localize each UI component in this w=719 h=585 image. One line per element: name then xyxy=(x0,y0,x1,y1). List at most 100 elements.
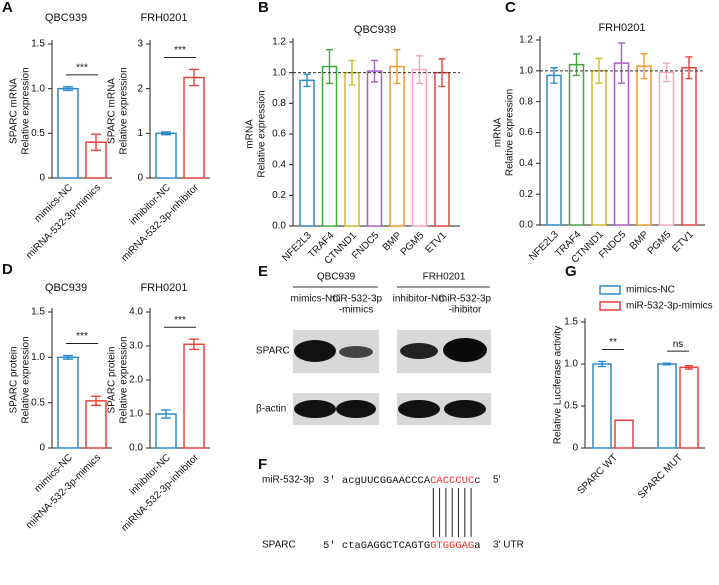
y-tick-label: 0.5 xyxy=(31,128,45,139)
bar xyxy=(366,70,383,227)
bar xyxy=(344,71,360,227)
error-bar xyxy=(416,55,423,85)
error-bar xyxy=(189,68,199,87)
y-tick-label: 4.0 xyxy=(129,307,143,318)
x-tick-label: ETV1 xyxy=(424,230,450,256)
error-bar xyxy=(63,354,73,360)
sequence-part: CACCCUC xyxy=(430,475,474,487)
chart-title: FRH0201 xyxy=(140,282,187,294)
panel-letter: C xyxy=(505,0,516,16)
sequence-name: miR-532-3p xyxy=(262,475,315,486)
error-bar xyxy=(550,67,558,84)
y-tick-label: 0.0 xyxy=(129,443,143,454)
error-bar xyxy=(595,57,603,84)
y-tick-label: 0 xyxy=(39,173,45,184)
band xyxy=(294,400,336,418)
y-tick-label: 0.4 xyxy=(272,159,286,170)
band xyxy=(443,338,487,362)
sequence-part: 3' acgUUCGGAACCCA xyxy=(323,475,431,487)
panel-letter: B xyxy=(258,0,269,16)
bar xyxy=(299,79,315,227)
error-bar xyxy=(326,48,333,85)
chart-title: FRH0201 xyxy=(140,12,187,24)
chart-title: FRH0201 xyxy=(598,22,645,34)
error-bar xyxy=(573,53,580,77)
blot-column: inhibitor-NC xyxy=(393,294,446,305)
blot-column: -mimics xyxy=(339,305,373,316)
legend-swatch xyxy=(599,285,621,295)
chart-title: QBC939 xyxy=(45,282,87,294)
bar xyxy=(321,65,338,227)
y-axis-label: Relative Luciferase activity xyxy=(553,326,564,444)
sequence-part: 5' ctaGAGGCTCAGTG xyxy=(323,540,430,552)
legend-label: miR-532-3p-mimics xyxy=(626,301,713,312)
y-axis-label: SPARC mRNA xyxy=(107,78,118,144)
error-bar xyxy=(618,42,625,84)
y-tick-label: 3 xyxy=(137,39,143,50)
blot-column: -ihibitor xyxy=(449,305,482,316)
error-bar xyxy=(685,56,693,80)
y-tick-label: 0.2 xyxy=(519,189,533,200)
legend-label: mimics-NC xyxy=(626,285,675,296)
bar xyxy=(636,65,652,226)
y-axis-label: Relative expression xyxy=(257,90,268,177)
y-tick-label: 0.2 xyxy=(272,190,286,201)
sequence-end: 5' xyxy=(493,475,501,486)
y-axis-label: Relative expression xyxy=(21,67,32,154)
error-bar xyxy=(598,360,606,368)
band xyxy=(398,400,440,418)
sequence-part: a xyxy=(474,540,480,552)
bar xyxy=(85,400,107,449)
y-tick-label: 0.8 xyxy=(272,98,286,109)
y-tick-label: 0 xyxy=(39,443,45,454)
bar xyxy=(591,70,607,226)
panel-letter: F xyxy=(258,456,267,473)
error-bar xyxy=(663,362,671,366)
bar xyxy=(57,87,79,179)
legend-swatch xyxy=(599,301,621,311)
significance: *** xyxy=(174,45,186,56)
sequence-part: c xyxy=(474,475,480,487)
y-tick-label: 1.2 xyxy=(272,37,286,48)
bar xyxy=(657,363,677,449)
chart-title: QBC939 xyxy=(354,24,396,36)
blot-group: FRH0201 xyxy=(423,272,466,283)
error-bar xyxy=(161,131,171,136)
band xyxy=(339,346,373,358)
error-bar xyxy=(393,48,401,85)
y-tick-label: 1.0 xyxy=(31,83,45,94)
error-bar xyxy=(663,62,670,83)
significance: *** xyxy=(174,315,186,326)
panel-letter: D xyxy=(2,261,13,278)
blot-row: β-actin xyxy=(256,404,286,415)
y-axis-label: Relative expression xyxy=(119,336,130,423)
x-tick-label: SPARC MUT xyxy=(636,452,685,501)
error-bar xyxy=(685,364,693,370)
y-axis-label: SPARC protein xyxy=(107,346,118,413)
y-tick-label: 0.8 xyxy=(519,96,533,107)
y-tick-label: 0.6 xyxy=(519,127,533,138)
bar xyxy=(155,132,177,179)
y-tick-label: 0.0 xyxy=(272,221,286,232)
blot-row: SPARC xyxy=(256,346,290,357)
chart-title: QBC939 xyxy=(45,12,87,24)
error-bar xyxy=(91,395,101,407)
band xyxy=(294,340,336,362)
y-tick-label: 0 xyxy=(137,173,143,184)
y-axis-label: Relative expression xyxy=(119,67,130,154)
bar xyxy=(614,419,634,449)
y-tick-label: 1.0 xyxy=(272,67,286,78)
y-tick-label: 1.0 xyxy=(519,65,533,76)
bar xyxy=(679,366,699,449)
error-bar xyxy=(161,409,171,419)
y-axis-label: mRNA xyxy=(493,117,504,147)
sequence: 3' acgUUCGGAACCCACACCCUCc xyxy=(323,475,481,487)
y-tick-label: 0.6 xyxy=(272,129,286,140)
bar xyxy=(434,71,450,227)
bar xyxy=(389,65,405,227)
bar xyxy=(411,68,428,227)
y-tick-label: 2.0 xyxy=(129,375,143,386)
x-tick-label: ETV1 xyxy=(671,229,697,255)
significance: ** xyxy=(609,337,617,348)
